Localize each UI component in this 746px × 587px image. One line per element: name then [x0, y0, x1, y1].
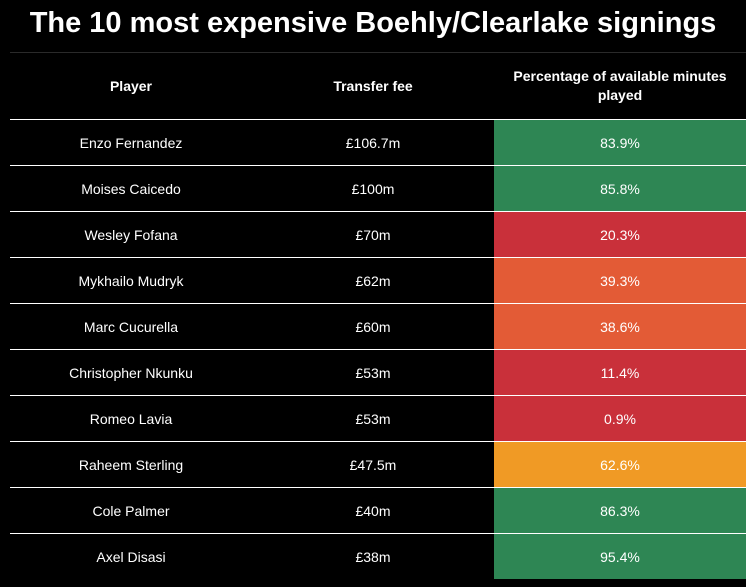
- transfer-fee-cell: £62m: [355, 272, 391, 289]
- table-row: Cole Palmer £40m 86.3%: [10, 488, 746, 534]
- header-transfer-fee: Transfer fee: [333, 77, 413, 94]
- transfer-fee-cell: £70m: [355, 226, 391, 243]
- table-row: Wesley Fofana £70m 20.3%: [10, 212, 746, 258]
- minutes-percentage-cell: 0.9%: [494, 396, 746, 441]
- minutes-percentage-cell: 86.3%: [494, 488, 746, 533]
- minutes-percentage-cell: 20.3%: [494, 212, 746, 257]
- table-header-row: Player Transfer fee Percentage of availa…: [10, 53, 746, 120]
- transfer-fee-cell: £106.7m: [345, 134, 401, 151]
- minutes-percentage-cell: 85.8%: [494, 166, 746, 211]
- table-row: Moises Caicedo £100m 85.8%: [10, 166, 746, 212]
- minutes-percentage-cell: 62.6%: [494, 442, 746, 487]
- signings-table: Player Transfer fee Percentage of availa…: [10, 52, 746, 579]
- transfer-fee-cell: £47.5m: [349, 456, 397, 473]
- minutes-percentage-cell: 39.3%: [494, 258, 746, 303]
- minutes-percentage-cell: 83.9%: [494, 120, 746, 165]
- chart-title: The 10 most expensive Boehly/Clearlake s…: [29, 7, 717, 39]
- player-name-cell: Wesley Fofana: [84, 226, 178, 243]
- minutes-percentage-cell: 95.4%: [494, 534, 746, 579]
- player-name-cell: Enzo Fernandez: [79, 134, 183, 151]
- table-row: Marc Cucurella £60m 38.6%: [10, 304, 746, 350]
- transfer-fee-cell: £38m: [355, 548, 391, 565]
- transfer-fee-cell: £60m: [355, 318, 391, 335]
- player-name-cell: Moises Caicedo: [81, 180, 181, 197]
- player-name-cell: Romeo Lavia: [89, 410, 173, 427]
- table-row: Mykhailo Mudryk £62m 39.3%: [10, 258, 746, 304]
- header-player: Player: [109, 77, 153, 94]
- player-name-cell: Raheem Sterling: [78, 456, 184, 473]
- header-minutes-percentage: Percentage of available minutes played: [513, 68, 727, 103]
- player-name-cell: Marc Cucurella: [83, 318, 179, 335]
- player-name-cell: Mykhailo Mudryk: [78, 272, 184, 289]
- table-row: Romeo Lavia £53m 0.9%: [10, 396, 746, 442]
- transfer-fee-cell: £53m: [355, 364, 391, 381]
- player-name-cell: Christopher Nkunku: [69, 364, 193, 381]
- table-row: Christopher Nkunku £53m 11.4%: [10, 350, 746, 396]
- player-name-cell: Cole Palmer: [92, 502, 170, 519]
- minutes-percentage-cell: 11.4%: [494, 350, 746, 395]
- table-body: Enzo Fernandez £106.7m 83.9% Moises Caicedo…: [10, 120, 746, 579]
- table-row: Axel Disasi £38m 95.4%: [10, 534, 746, 579]
- transfer-fee-cell: £40m: [355, 502, 391, 519]
- player-name-cell: Axel Disasi: [96, 548, 166, 565]
- transfer-fee-cell: £53m: [355, 410, 391, 427]
- transfer-fee-cell: £100m: [351, 180, 395, 197]
- table-row: Enzo Fernandez £106.7m 83.9%: [10, 120, 746, 166]
- minutes-percentage-cell: 38.6%: [494, 304, 746, 349]
- table-row: Raheem Sterling £47.5m 62.6%: [10, 442, 746, 488]
